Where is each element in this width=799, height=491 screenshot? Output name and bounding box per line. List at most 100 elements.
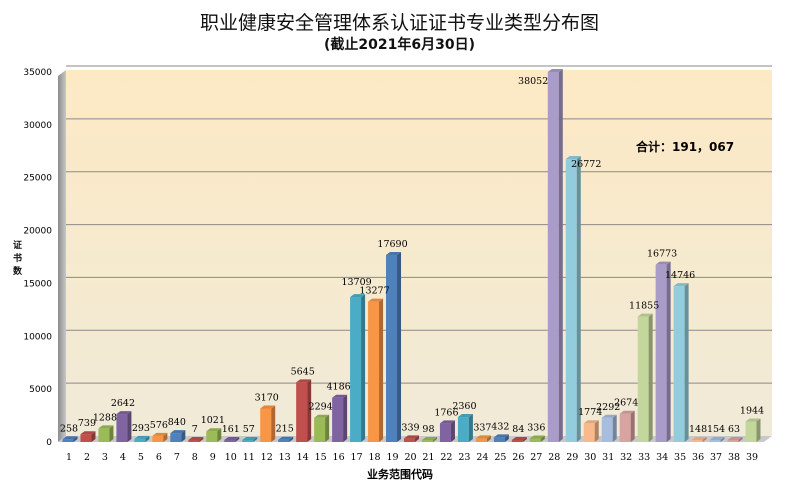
x-tick-label: 18 bbox=[369, 452, 381, 463]
x-tick-label: 35 bbox=[674, 452, 686, 463]
bar-10 bbox=[224, 437, 240, 442]
bar-20 bbox=[404, 435, 419, 442]
data-label: 739 bbox=[78, 418, 96, 429]
y-tick-label: 35000 bbox=[23, 68, 52, 78]
bar-27 bbox=[529, 435, 545, 442]
bar-9 bbox=[206, 428, 222, 442]
bar-21 bbox=[421, 437, 437, 442]
x-tick-label: 1 bbox=[66, 452, 72, 463]
chart-title: 职业健康安全管理体系认证证书专业类型分布图 bbox=[199, 12, 599, 34]
x-tick-label: 27 bbox=[530, 452, 542, 463]
data-label: 1944 bbox=[740, 405, 764, 416]
data-label: 148 bbox=[689, 424, 707, 435]
x-tick-label: 26 bbox=[512, 452, 524, 463]
data-label: 2294 bbox=[309, 402, 333, 413]
x-tick-label: 7 bbox=[174, 452, 180, 463]
data-label: 258 bbox=[60, 423, 78, 434]
bar-6 bbox=[152, 432, 168, 442]
bar-38 bbox=[727, 437, 743, 442]
x-tick-label: 15 bbox=[315, 452, 327, 463]
x-tick-label: 22 bbox=[440, 452, 452, 463]
x-tick-label: 24 bbox=[476, 452, 488, 463]
x-tick-label: 34 bbox=[656, 452, 668, 463]
bar-25 bbox=[493, 434, 509, 442]
data-label: 84 bbox=[512, 424, 524, 435]
x-tick-label: 12 bbox=[261, 452, 273, 463]
data-label: 2292 bbox=[596, 402, 620, 413]
data-label: 336 bbox=[527, 422, 545, 433]
x-axis-label: 业务范围代码 bbox=[367, 467, 433, 481]
bar-11 bbox=[242, 437, 258, 442]
plot-left-wall bbox=[58, 70, 66, 442]
x-tick-label: 14 bbox=[297, 452, 309, 463]
x-tick-label: 31 bbox=[602, 452, 614, 463]
data-label: 16773 bbox=[647, 249, 677, 260]
x-tick-label: 36 bbox=[692, 452, 704, 463]
y-tick-label: 10000 bbox=[23, 332, 52, 342]
x-tick-label: 38 bbox=[728, 452, 740, 463]
plot-back-wall bbox=[66, 70, 772, 436]
bar-24 bbox=[475, 435, 491, 442]
bar-29 bbox=[565, 155, 581, 442]
data-label: 1774 bbox=[578, 407, 602, 418]
bar-36 bbox=[691, 437, 707, 442]
bar-37 bbox=[709, 437, 725, 442]
x-tick-label: 30 bbox=[584, 452, 596, 463]
x-tick-label: 2 bbox=[84, 452, 90, 463]
bar-34 bbox=[655, 261, 671, 442]
bar-39 bbox=[745, 418, 761, 442]
bar-2 bbox=[80, 431, 96, 442]
x-tick-label: 4 bbox=[120, 452, 126, 463]
y-tick-label: 0 bbox=[46, 438, 52, 448]
x-tick-label: 20 bbox=[404, 452, 416, 463]
x-tick-label: 21 bbox=[422, 452, 434, 463]
x-tick-label: 32 bbox=[620, 452, 632, 463]
x-tick-label: 9 bbox=[210, 452, 216, 463]
data-label: 98 bbox=[422, 424, 434, 435]
data-label: 215 bbox=[276, 424, 294, 435]
data-label: 7 bbox=[192, 424, 198, 435]
x-tick-label: 39 bbox=[746, 452, 758, 463]
bar-23 bbox=[457, 414, 473, 442]
x-tick-label: 19 bbox=[386, 452, 398, 463]
x-tick-label: 37 bbox=[710, 452, 722, 463]
data-label: 293 bbox=[132, 423, 150, 434]
x-tick-label: 17 bbox=[351, 452, 363, 463]
data-label: 2642 bbox=[111, 398, 135, 409]
x-tick-label: 23 bbox=[458, 452, 470, 463]
bar-22 bbox=[439, 420, 455, 442]
x-tick-label: 6 bbox=[156, 452, 162, 463]
y-tick-label: 30000 bbox=[23, 121, 52, 131]
bar-31 bbox=[601, 414, 617, 442]
bar-18 bbox=[368, 298, 384, 442]
data-label: 337 bbox=[473, 422, 491, 433]
x-tick-label: 28 bbox=[548, 452, 560, 463]
bar-8 bbox=[188, 437, 204, 442]
x-tick-label: 25 bbox=[494, 452, 506, 463]
x-tick-label: 8 bbox=[192, 452, 198, 463]
bar-35 bbox=[673, 283, 689, 442]
data-label: 339 bbox=[401, 422, 419, 433]
data-label: 3170 bbox=[255, 392, 279, 403]
x-tick-label: 10 bbox=[225, 452, 237, 463]
data-label: 576 bbox=[150, 420, 168, 431]
x-tick-label: 11 bbox=[243, 452, 255, 463]
bar-28 bbox=[547, 69, 563, 442]
bar-7 bbox=[170, 430, 186, 442]
y-tick-label: 15000 bbox=[23, 279, 52, 289]
bar-32 bbox=[619, 410, 635, 442]
bar-30 bbox=[583, 420, 599, 442]
data-label: 11855 bbox=[629, 301, 659, 312]
data-label: 154 bbox=[707, 424, 725, 435]
data-label: 1288 bbox=[93, 412, 117, 423]
data-label: 13709 bbox=[341, 277, 371, 288]
x-tick-label: 3 bbox=[102, 452, 108, 463]
data-label: 57 bbox=[243, 424, 255, 435]
data-label: 26772 bbox=[571, 159, 601, 170]
data-label: 840 bbox=[168, 417, 186, 428]
bar-4 bbox=[116, 411, 132, 442]
bar-5 bbox=[134, 435, 150, 442]
x-tick-label: 16 bbox=[333, 452, 345, 463]
x-tick-label: 33 bbox=[638, 452, 650, 463]
bar-14 bbox=[296, 379, 312, 442]
